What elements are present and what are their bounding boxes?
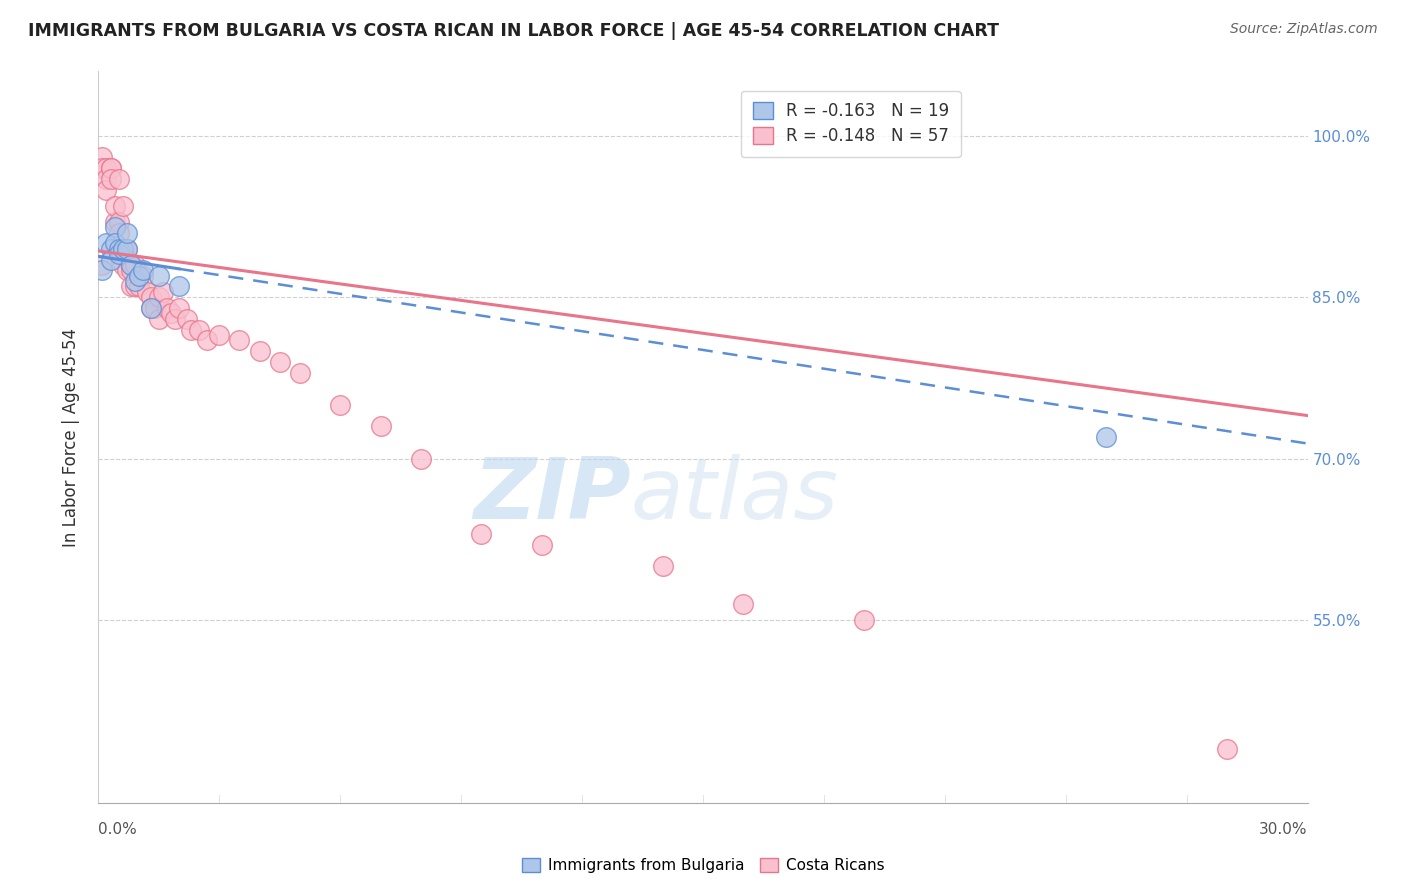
Point [103, 199, 125, 213]
Point [148, 290, 170, 304]
Point [208, 327, 231, 342]
Point [188, 322, 211, 336]
Point [91, 258, 114, 272]
Point [103, 236, 125, 251]
Point [107, 242, 129, 256]
Point [135, 285, 157, 299]
Point [152, 285, 174, 299]
Point [103, 220, 125, 235]
Point [128, 268, 150, 283]
Point [111, 247, 134, 261]
Point [167, 301, 190, 315]
Point [530, 538, 553, 552]
Text: ZIP: ZIP [472, 454, 630, 537]
Point [111, 242, 134, 256]
Point [853, 613, 876, 627]
Point [176, 311, 198, 326]
Point [107, 172, 129, 186]
Point [100, 172, 122, 186]
Point [139, 301, 162, 315]
Point [651, 559, 673, 574]
Point [148, 268, 170, 283]
Point [120, 258, 142, 272]
Point [107, 247, 129, 261]
Point [148, 311, 170, 326]
Point [96, 161, 118, 176]
Point [107, 215, 129, 229]
Point [100, 252, 122, 267]
Point [132, 263, 155, 277]
Point [128, 268, 150, 283]
Point [180, 322, 202, 336]
Point [329, 398, 352, 412]
Point [115, 252, 138, 267]
Point [139, 290, 162, 304]
Point [269, 355, 291, 369]
Point [115, 242, 138, 256]
Legend: Immigrants from Bulgaria, Costa Ricans: Immigrants from Bulgaria, Costa Ricans [516, 852, 890, 880]
Point [139, 301, 162, 315]
Point [228, 333, 250, 347]
Point [288, 366, 311, 380]
Point [156, 301, 179, 315]
Point [120, 263, 142, 277]
Point [370, 419, 392, 434]
Point [91, 150, 114, 164]
Point [124, 279, 146, 293]
Point [111, 199, 134, 213]
Point [107, 226, 129, 240]
Point [132, 268, 155, 283]
Point [100, 242, 122, 256]
Point [96, 183, 118, 197]
Y-axis label: In Labor Force | Age 45-54: In Labor Force | Age 45-54 [62, 327, 80, 547]
Point [115, 263, 138, 277]
Text: 0.0%: 0.0% [98, 822, 138, 837]
Point [195, 333, 218, 347]
Point [115, 242, 138, 256]
Point [249, 344, 271, 359]
Point [91, 161, 114, 176]
Text: 30.0%: 30.0% [1260, 822, 1308, 837]
Point [124, 258, 146, 272]
Point [160, 306, 183, 320]
Point [143, 301, 166, 315]
Point [128, 279, 150, 293]
Point [1095, 430, 1118, 444]
Point [120, 258, 142, 272]
Point [163, 311, 186, 326]
Point [120, 279, 142, 293]
Point [115, 226, 138, 240]
Point [1216, 742, 1239, 756]
Point [103, 215, 125, 229]
Text: atlas: atlas [630, 454, 838, 537]
Point [470, 527, 492, 541]
Point [91, 263, 114, 277]
Point [733, 597, 755, 611]
Point [100, 161, 122, 176]
Point [409, 451, 432, 466]
Text: IMMIGRANTS FROM BULGARIA VS COSTA RICAN IN LABOR FORCE | AGE 45-54 CORRELATION C: IMMIGRANTS FROM BULGARIA VS COSTA RICAN … [28, 22, 1000, 40]
Point [167, 279, 190, 293]
Point [124, 274, 146, 288]
Point [100, 161, 122, 176]
Point [96, 172, 118, 186]
Point [96, 236, 118, 251]
Text: Source: ZipAtlas.com: Source: ZipAtlas.com [1230, 22, 1378, 37]
Point [111, 258, 134, 272]
